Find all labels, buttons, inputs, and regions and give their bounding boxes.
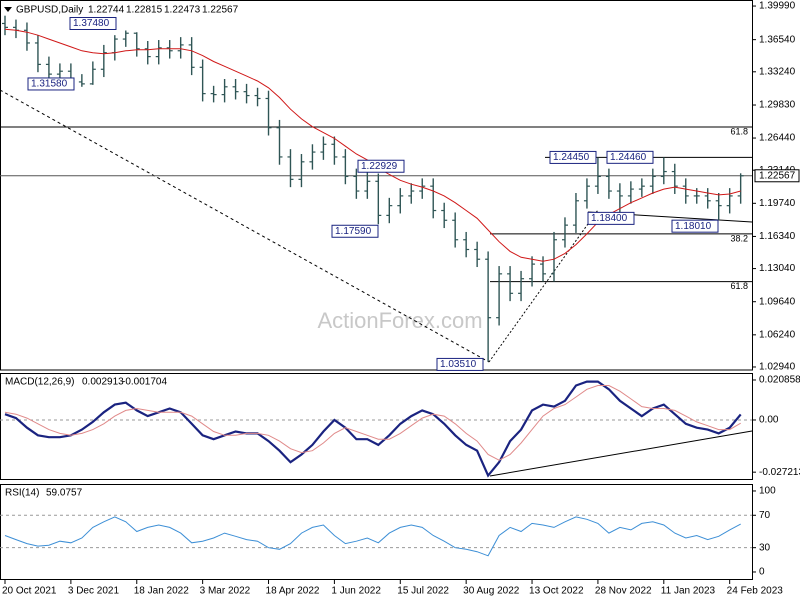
y-tick-label: 1.36540 [759,34,796,45]
price-label-box [27,77,75,91]
y-tick-label: 1.19740 [759,198,796,209]
price-label: 1.37480 [73,18,110,29]
menu-arrow [4,7,12,12]
price-label: 1.24450 [553,152,590,163]
chart-title: GBPUSD,Daily [16,5,83,16]
y-tick-label: 70 [759,510,771,521]
series-line [4,380,742,478]
last-high: 1.22815 [126,5,163,16]
macd-value: 0.002913 [82,377,124,388]
macd-title: MACD(12,26,9) [5,377,74,388]
price-label: 1.24460 [610,152,647,163]
price-label: 1.22929 [361,161,398,172]
rsi-title: RSI(14) [5,488,39,499]
x-tick-label: 30 Aug 2022 [463,586,520,597]
y-tick-label: 1.29830 [759,100,796,111]
series-line [4,385,741,461]
y-tick-label: 1.06240 [759,329,796,340]
x-tick-label: 24 Feb 2023 [727,586,784,597]
price-label: 1.03510 [440,359,477,370]
last-open: 1.22744 [88,5,125,16]
x-tick-label: 1 Jun 2022 [331,586,381,597]
price-label-box [357,159,405,173]
last-close: 1.22567 [202,5,239,16]
price-label: 1.17590 [335,226,372,237]
y-tick-label: 1.13040 [759,263,796,274]
y-tick-label: -0.027213 [759,467,800,478]
price-label: 1.18400 [591,213,628,224]
rsi-panel [0,484,753,580]
price-label-box [671,219,719,233]
signal-value: -0.001704 [122,377,167,388]
y-tick-label: 1.02940 [759,362,796,373]
x-tick-label: 18 Jan 2022 [134,586,189,597]
y-tick-label: 1.39990 [759,1,796,12]
y-tick-label: 1.26440 [759,133,796,144]
watermark: ActionForex.com [317,308,482,333]
x-tick-label: 13 Oct 2022 [529,586,584,597]
price-label-box [549,150,597,164]
last-price-box [754,169,800,183]
y-tick-label: 1.33240 [759,66,796,77]
fib-level-label: 61.8 [730,126,748,136]
fib-level-label: 61.8 [730,281,748,291]
price-label-box [606,150,654,164]
x-tick-label: 11 Jan 2023 [661,586,716,597]
macd-trend-line [489,430,753,477]
macd-panel [0,373,753,480]
y-tick-label: 0.020858 [759,375,800,386]
x-tick-label: 15 Jul 2022 [397,586,449,597]
y-tick-label: 100 [759,486,776,497]
x-tick-label: 18 Apr 2022 [266,586,320,597]
y-tick-label: 0 [759,567,765,578]
x-tick-label: 3 Dec 2021 [68,586,120,597]
y-tick-label: 0.00 [759,415,779,426]
price-label-box [587,211,635,225]
price-label-box [436,357,484,371]
fib-level-label: 38.2 [730,233,748,243]
x-tick-label: 3 Mar 2022 [200,586,251,597]
last-price-label: 1.22567 [759,170,796,181]
price-panel [0,0,753,371]
price-label-box [69,16,117,30]
price-label: 1.31580 [31,79,68,90]
x-tick-label: 28 Nov 2022 [595,586,652,597]
y-tick-label: 1.09640 [759,296,796,307]
price-label: 1.18010 [675,221,712,232]
y-tick-label: 1.16340 [759,231,796,242]
x-tick-label: 20 Oct 2021 [2,586,57,597]
rsi-value: 59.0757 [46,488,83,499]
last-low: 1.22473 [164,5,201,16]
y-tick-label: 30 [759,542,771,553]
series-line [4,516,741,557]
trend-line [488,209,599,363]
price-label-box [331,224,379,238]
